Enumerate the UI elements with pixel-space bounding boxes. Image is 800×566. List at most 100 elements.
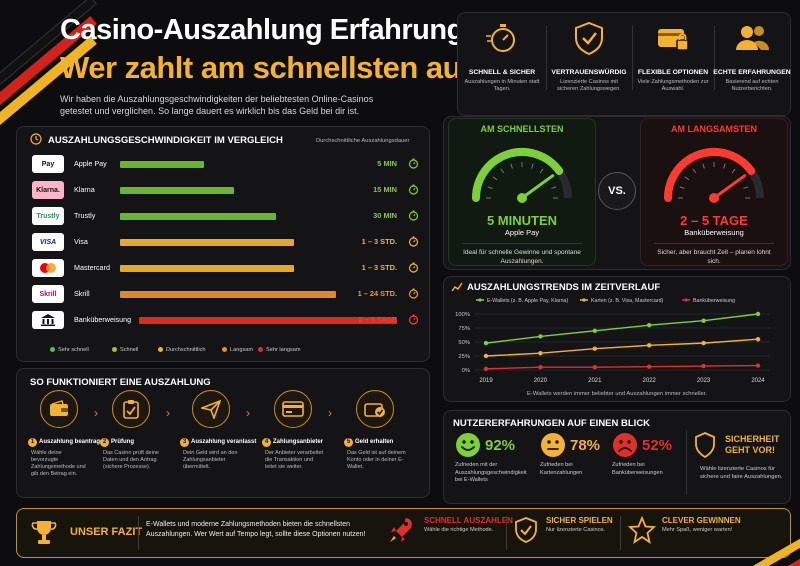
footer-text: E-Wallets und moderne Zahlungsmethoden b… [146,521,366,538]
duration-bar [120,265,294,272]
payment-method-name: Visa [74,237,88,246]
satisfaction-text: Zufrieden bei Kartenzahlungen [540,462,583,476]
legend-dot [258,347,263,353]
comparison-row: Skrill Skrill 1 – 24 STD. [32,285,422,303]
legend-marker [684,298,688,302]
payment-method-name: Trustly [74,211,96,220]
chevron-right-icon: › [246,406,250,420]
steps-title: SO FUNKTIONIERT EINE AUSZAHLUNG [30,377,211,388]
feature-fast: SCHNELL & SICHER Auszahlungen in Minuten… [462,20,542,93]
sad-face-icon [613,433,637,457]
divider [546,26,547,90]
footer-item-clever: CLEVER GEWINNEN Mehr Spaß, weniger warte… [662,516,741,533]
payment-logo-visa: VISA [32,233,64,251]
comparison-row: Mastercard 1 – 3 STD. [32,259,422,277]
payment-method-name: Skrill [74,289,90,298]
timer-icon [408,158,419,169]
legend-label: Karten (z. B. Visa, Mastercard) [591,298,664,304]
payment-logo-text: Skrill [39,290,57,298]
gauge-slow-divider [654,243,774,244]
comparison-row: Trustly Trustly 30 MIN [32,207,422,225]
comparison-row: Banküberweisung 2 – 5 TAGE [32,311,422,329]
step-heading: 2 Prüfung [100,438,162,447]
footer-item-title: SICHER SPIELEN [546,516,613,525]
step-number: 2 [100,438,109,447]
gauge-fast-heading: AM SCHNELLSTEN [480,124,564,134]
data-point [483,353,489,359]
card-icon [274,390,312,428]
duration-value: 1 – 24 STD. [357,289,397,298]
step-title: Zahlungsanbieter [273,439,324,445]
step-text: Das Geld ist auf deinem Konto oder in de… [347,450,406,470]
experience-item: 92% Zufrieden mit der Auszahlungsgeschwin… [455,432,527,485]
clock-icon [30,133,42,145]
page-title-line2: Wer zahlt am schnellsten aus? [60,50,497,85]
step-heading: 3 Auszahlung veranlasst [180,438,256,447]
timer-icon [408,314,419,325]
experiences-title: NUTZERERFAHRUNGEN AUF EINEN BLICK [453,418,651,429]
comparison-title: AUSZAHLUNGSGESCHWINDIGKEIT IM VERGLEICH [48,135,283,146]
step-heading: 4 Zahlungsanbieter [262,438,324,447]
star-icon [628,516,656,544]
y-tick-label: 50% [458,340,470,346]
gauge-fast-note: Ideal für schnelle Gewinne und spontane … [463,249,581,265]
experiences-panel [443,410,791,504]
wallet-check-icon [356,390,394,428]
data-point [701,363,706,369]
legend-label: Langsam [230,347,254,353]
legend-marker [582,298,586,302]
vs-badge: VS. [598,172,636,210]
gauge-slow-value: 2 – 5 TAGE [680,213,748,228]
stopwatch-icon [486,24,515,52]
feature-trust: VERTRAUENSWÜRDIG Lizenzierte Casinos mit… [549,20,629,93]
legend-label: Schnell [120,347,139,353]
speedometer-slow-icon [664,148,764,203]
legend-label: Sehr langsam [266,347,301,353]
legend-dot [158,347,163,353]
trend-line-chart: E-Wallets (z. B. Apple Pay, Klarna) Karte… [455,298,770,384]
payment-logo-text: VISA [39,238,57,246]
data-point [483,340,489,346]
payment-method-name: Klarna [74,185,95,194]
trend-caption: E-Wallets werden immer beliebter und Aus… [527,391,707,397]
legend-item: Sehr schnell [50,347,89,353]
y-tick-label: 0% [462,368,470,374]
legend-dot [50,347,55,353]
y-tick-label: 25% [458,354,470,360]
footer-item-safe: SICHER SPIELEN Nur lizenzierte Casinos. [546,516,613,533]
gauge-fast-method: Apple Pay [504,228,540,237]
payment-logo-text: Pay [41,160,55,168]
step-3: 3 Auszahlung veranlasst Dein Geld wird an … [180,390,256,471]
neutral-face-icon [541,433,565,457]
comparison-caption: Durchschnittliche Auszahlungsdauer [316,138,410,144]
legend-marker [478,298,482,302]
footer-item-title: CLEVER GEWINNEN [662,516,741,525]
comparison-row: Pay Apple Pay 5 MIN [32,155,422,173]
chevron-right-icon: › [166,406,170,420]
step-text: Wähle deine bevorzugte Zahlungsmethode u… [31,450,86,477]
data-point [592,328,597,333]
footer-label: UNSER FAZIT [70,526,143,538]
duration-value: 15 MIN [373,185,397,194]
data-point [538,351,543,356]
legend-label: Banküberweisung [693,298,735,304]
step-2: 2 Prüfung Das Casino prüft deine Daten und… [100,390,162,471]
x-tick-label: 2020 [534,378,548,384]
step-text: Dein Geld wird an den Zahlungsanbieter ü… [183,450,238,470]
payment-logo-mastercard [32,259,64,277]
legend-item: Langsam [222,347,253,353]
step-5: 5 Geld erhalten Das Geld ist auf deinem Ko… [344,390,406,471]
happy-face-icon [456,433,480,457]
duration-bar [139,317,397,324]
step-title: Prüfung [111,439,134,445]
data-point [647,364,652,369]
trend-title: AUSZAHLUNGSTRENDS IM ZEITVERLAUF [467,282,661,293]
timer-icon [408,184,419,195]
legend-item: Sehr langsam [258,347,301,353]
timer-icon [408,210,419,221]
feature-flexible: FLEXIBLE OPTIONEN Viele Zahlungsmethoden… [633,20,713,93]
satisfaction-percent: 52% [642,436,673,454]
data-point [755,311,761,317]
duration-bar [120,213,276,220]
users-icon [736,26,770,50]
